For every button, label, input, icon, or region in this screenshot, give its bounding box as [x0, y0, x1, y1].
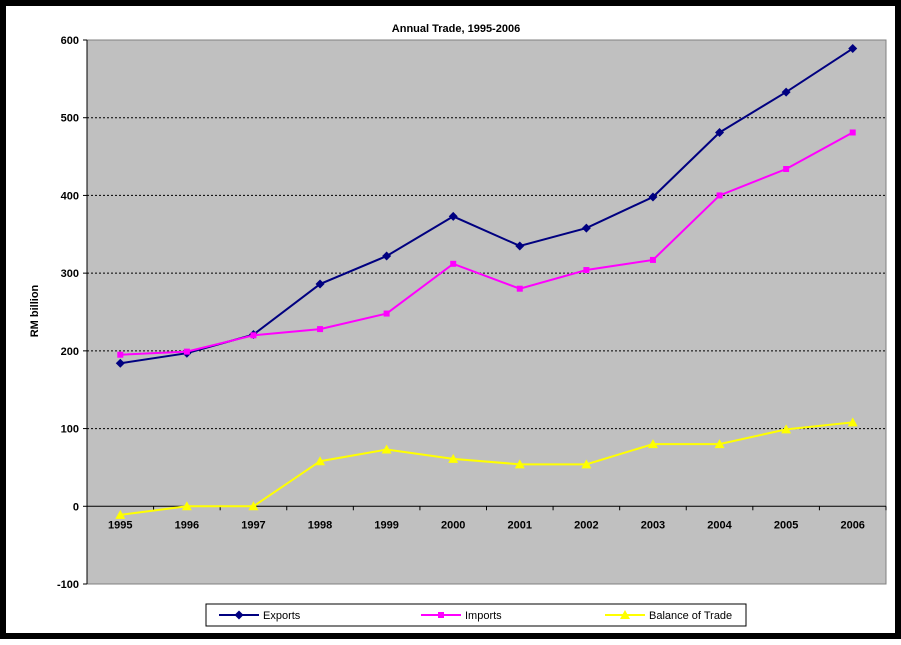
x-tick-label: 2005 [774, 519, 798, 531]
legend-marker [620, 610, 630, 619]
y-tick-label: 300 [61, 268, 79, 280]
data-point-exports [382, 251, 392, 261]
data-point-imports [117, 351, 124, 358]
series-line-imports [120, 131, 854, 356]
data-point-exports [648, 192, 658, 202]
data-point-imports [183, 348, 190, 355]
x-tick-label: 2006 [840, 519, 864, 531]
data-point-balance-of-trade [714, 439, 725, 449]
x-tick-label: 2003 [641, 519, 665, 531]
data-point-imports [583, 267, 590, 274]
data-point-balance-of-trade [448, 453, 459, 463]
data-point-balance-of-trade [781, 424, 792, 434]
data-point-imports [516, 285, 523, 292]
chart-title: Annual Trade, 1995-2006 [392, 23, 520, 35]
data-point-exports [848, 44, 858, 54]
data-point-imports [450, 260, 457, 267]
x-tick-label: 1997 [241, 519, 265, 531]
data-point-exports [781, 87, 791, 97]
gridlines [87, 117, 886, 430]
data-point-imports [250, 332, 257, 339]
data-point-exports [448, 211, 458, 221]
data-point-imports [783, 166, 790, 173]
y-axis: 600 500 400 300 200 100 0 -100 [57, 35, 88, 591]
data-point-balance-of-trade [647, 439, 658, 449]
data-point-balance-of-trade [514, 459, 525, 469]
series-line-balance-of-trade [120, 421, 853, 516]
series-balance-of-trade [115, 417, 858, 519]
data-point-imports [716, 192, 723, 199]
data-point-imports [649, 256, 656, 263]
data-point-balance-of-trade [315, 456, 326, 466]
data-point-exports [581, 223, 591, 233]
data-point-imports [317, 326, 324, 333]
data-point-imports [383, 310, 390, 317]
legend-label: Imports [465, 610, 502, 622]
legend-item-exports: Exports [219, 610, 301, 622]
data-point-balance-of-trade [381, 444, 392, 454]
data-point-balance-of-trade [115, 509, 126, 519]
data-point-balance-of-trade [181, 501, 192, 511]
data-point-balance-of-trade [581, 459, 592, 469]
y-tick-label: 200 [61, 346, 79, 358]
x-tick-label: 1998 [308, 519, 332, 531]
legend-box [205, 603, 747, 627]
y-tick-label: 600 [61, 35, 79, 47]
y-tick-label: -100 [57, 579, 79, 591]
x-tick-label: 2004 [707, 519, 732, 531]
y-tick-label: 100 [61, 424, 79, 436]
legend-item-balance-of-trade: Balance of Trade [605, 610, 732, 622]
legend-item-imports: Imports [421, 610, 502, 622]
y-tick-label: 0 [73, 501, 79, 513]
legend-marker [234, 610, 244, 620]
data-point-balance-of-trade [847, 417, 858, 427]
data-point-balance-of-trade [248, 501, 259, 511]
y-tick-label: 500 [61, 113, 79, 125]
x-tick-label: 2001 [508, 519, 532, 531]
x-tick-label: 1999 [374, 519, 398, 531]
legend: Exports Imports Balance of Trade [205, 603, 747, 627]
y-tick-label: 400 [61, 190, 79, 202]
series-imports [117, 129, 856, 358]
data-point-exports [115, 358, 125, 368]
series-group [115, 44, 858, 519]
legend-label: Exports [263, 610, 301, 622]
data-point-exports [515, 241, 525, 251]
legend-label: Balance of Trade [649, 610, 732, 622]
plot-area [86, 39, 887, 585]
legend-marker [438, 612, 444, 618]
x-tick-label: 1995 [108, 519, 132, 531]
data-point-imports [849, 129, 856, 136]
x-tick-label: 2000 [441, 519, 465, 531]
y-axis-label: RM billion [29, 284, 41, 337]
x-tick-label: 1996 [175, 519, 199, 531]
x-tick-label: 2002 [574, 519, 598, 531]
line-chart: Annual Trade, 1995-2006 6005004003002001… [29, 23, 887, 627]
data-point-exports [315, 279, 325, 289]
